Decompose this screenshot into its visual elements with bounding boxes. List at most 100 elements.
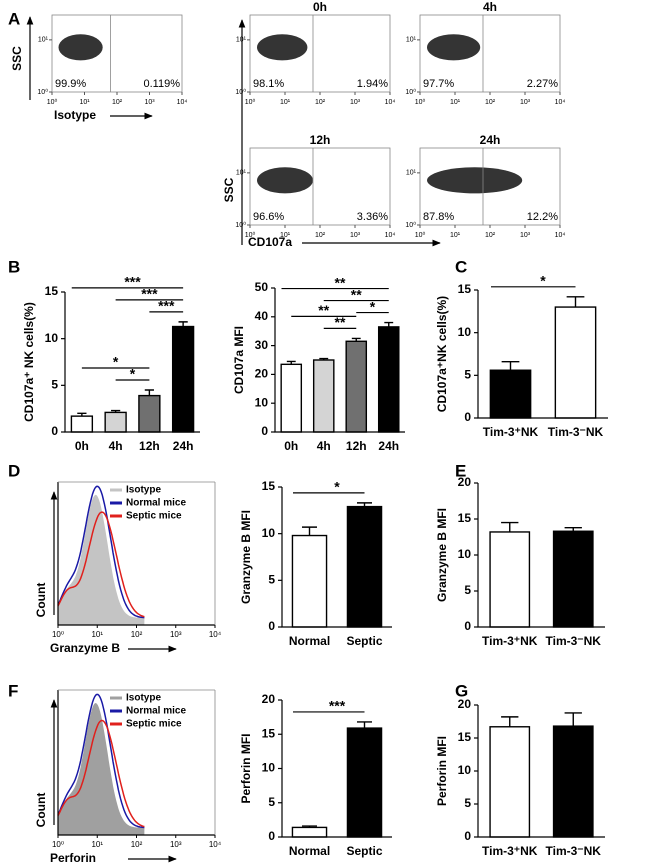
y-tick-label: 10⁰ [235, 88, 246, 96]
x-tick-label: 24h [378, 439, 399, 453]
x-tick-label: 12h [139, 439, 160, 453]
bar [489, 369, 532, 419]
legend-label: Normal mice [126, 706, 186, 717]
x-tick-label: 10⁰ [52, 630, 64, 639]
x-tick-label: Normal [289, 634, 330, 648]
error-bar [356, 721, 373, 729]
significance-label: * [540, 273, 546, 289]
y-tick-label: 20 [458, 697, 472, 711]
y-tick-label: 10¹ [236, 37, 247, 44]
error-bar [178, 321, 188, 327]
histogram-fill [58, 494, 145, 625]
y-tick-label: 10 [45, 331, 59, 345]
x-tick-label: 0h [284, 439, 298, 453]
y-tick-label: 0 [268, 619, 275, 633]
y-tick-label: 10⁰ [37, 88, 48, 96]
significance-label: *** [141, 286, 158, 302]
bar [346, 505, 383, 628]
x-tick-label: 10² [131, 840, 143, 849]
x-tick-label: 10³ [144, 99, 155, 106]
y-tick-label: 10 [262, 526, 276, 540]
x-tick-label: 10⁴ [177, 99, 188, 106]
y-tick-label: 0 [464, 619, 471, 633]
error-bar [301, 825, 318, 828]
error-bar [77, 412, 87, 417]
x-tick-label: Septic [346, 844, 382, 858]
x-tick-label: 10⁴ [555, 232, 566, 239]
x-tick-label: 10⁰ [52, 840, 64, 849]
significance-label: ** [335, 274, 346, 290]
x-tick-label: 10³ [170, 630, 182, 639]
x-tick-label: 10⁰ [415, 98, 426, 106]
x-tick-label: 10⁴ [385, 99, 396, 106]
x-tick-label: 10² [112, 99, 123, 106]
error-bar [501, 716, 519, 727]
y-tick-label: 10 [255, 395, 269, 409]
y-tick-label: 40 [255, 309, 269, 323]
gate-percent: 1.94% [357, 78, 388, 90]
error-bar [566, 296, 585, 308]
cell-cloud [427, 34, 481, 61]
error-bar [564, 526, 582, 532]
y-tick-label: 0 [261, 424, 268, 438]
error-bar [501, 521, 519, 532]
significance-label: *** [329, 698, 346, 714]
bar [554, 306, 597, 419]
y-tick-label: 10¹ [406, 170, 417, 177]
x-tick-label: 10² [485, 99, 496, 106]
bar [291, 534, 328, 628]
plot-frame [419, 14, 561, 93]
y-label: Perforin MFI [435, 736, 449, 806]
y-tick-label: 15 [45, 284, 59, 298]
y-tick-label: 10 [458, 325, 472, 339]
x-tick-label: Tim-3⁻NK [546, 634, 602, 648]
y-label: CD107a⁺NK cells(%) [435, 296, 449, 412]
axes [477, 483, 605, 628]
x-tick-label: 10¹ [79, 99, 90, 106]
x-tick-label: 10² [315, 99, 326, 106]
bar [346, 727, 383, 838]
significance-label: * [130, 366, 136, 382]
y-tick-label: 15 [458, 511, 472, 525]
axes [281, 700, 392, 838]
bar [345, 340, 368, 433]
error-bar [351, 337, 361, 342]
y-tick-label: 0 [464, 829, 471, 843]
histogram-curve [57, 693, 145, 829]
gate-percent: 98.1% [253, 78, 284, 90]
bar [70, 415, 94, 433]
y-tick-label: 0 [268, 829, 275, 843]
bar [377, 326, 400, 433]
x-tick-label: Tim-3⁻NK [548, 425, 604, 439]
cell-cloud [257, 167, 313, 194]
bar [489, 531, 531, 628]
axes [64, 292, 200, 433]
y-label: Granzyme B MFI [435, 508, 449, 602]
significance-label: * [113, 354, 119, 370]
error-bar [501, 360, 520, 371]
gate-percent: 99.9% [55, 78, 86, 90]
y-label: Perforin MFI [239, 733, 253, 803]
error-bar [286, 360, 296, 365]
y-label: CD107a⁺ NK cells(%) [22, 302, 36, 422]
x-tick-label: Normal [289, 844, 330, 858]
y-label: SSC [10, 46, 24, 71]
y-tick-label: 5 [268, 795, 275, 809]
y-tick-label: 15 [262, 726, 276, 740]
significance-label: * [370, 298, 376, 314]
y-tick-label: 10¹ [236, 170, 247, 177]
x-label: Perforin [50, 851, 96, 865]
plot-title: 12h [310, 133, 331, 147]
shared-x-label: CD107a [248, 235, 292, 249]
x-tick-label: 0h [75, 439, 89, 453]
panel-letter: F [8, 681, 18, 700]
panel-letter: E [455, 461, 466, 480]
significance-label: ** [351, 286, 362, 302]
panel-letter: G [455, 681, 468, 700]
bar [104, 411, 127, 433]
gate-percent: 97.7% [423, 78, 454, 90]
y-label: Count [34, 793, 48, 828]
bar [138, 394, 161, 433]
bar [489, 726, 531, 838]
